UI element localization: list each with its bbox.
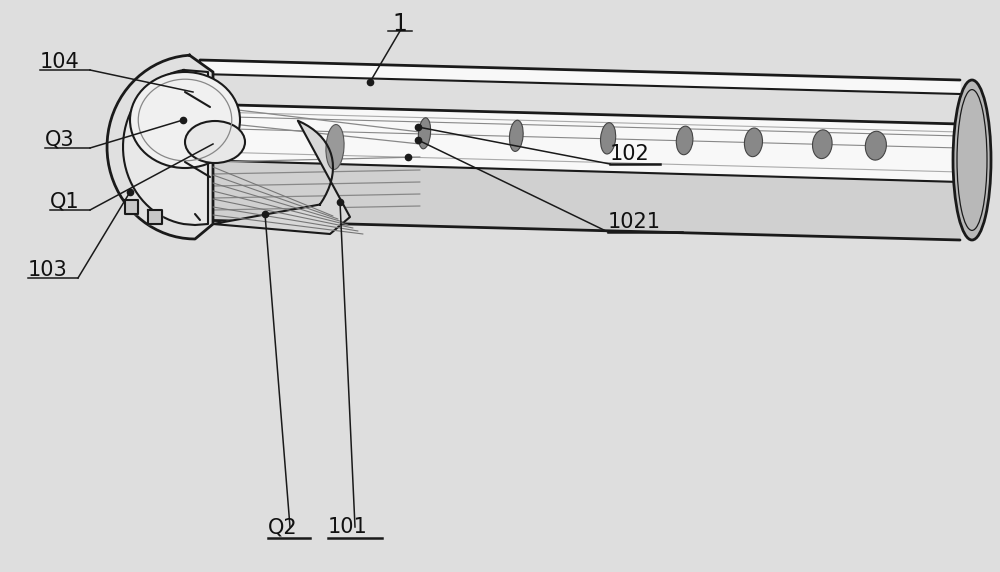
Ellipse shape: [326, 125, 344, 169]
Ellipse shape: [676, 126, 693, 154]
Polygon shape: [195, 104, 960, 182]
Polygon shape: [125, 200, 138, 214]
Text: 1: 1: [393, 12, 407, 36]
Ellipse shape: [865, 131, 886, 160]
Text: 102: 102: [610, 144, 650, 164]
Polygon shape: [200, 60, 960, 94]
Ellipse shape: [418, 118, 431, 149]
Polygon shape: [123, 70, 208, 225]
Polygon shape: [213, 121, 350, 234]
Polygon shape: [148, 210, 162, 224]
Text: Q2: Q2: [268, 517, 298, 537]
Ellipse shape: [509, 120, 523, 152]
Ellipse shape: [601, 122, 616, 154]
Text: 103: 103: [28, 260, 68, 280]
Polygon shape: [195, 160, 960, 240]
Text: Q3: Q3: [45, 130, 75, 150]
Ellipse shape: [130, 72, 240, 168]
Ellipse shape: [813, 130, 832, 158]
Ellipse shape: [185, 121, 245, 163]
Text: 101: 101: [328, 517, 368, 537]
Polygon shape: [107, 55, 213, 239]
Text: 1021: 1021: [608, 212, 661, 232]
Ellipse shape: [744, 128, 763, 157]
Ellipse shape: [953, 80, 991, 240]
Text: 104: 104: [40, 52, 80, 72]
Text: Q1: Q1: [50, 192, 80, 212]
